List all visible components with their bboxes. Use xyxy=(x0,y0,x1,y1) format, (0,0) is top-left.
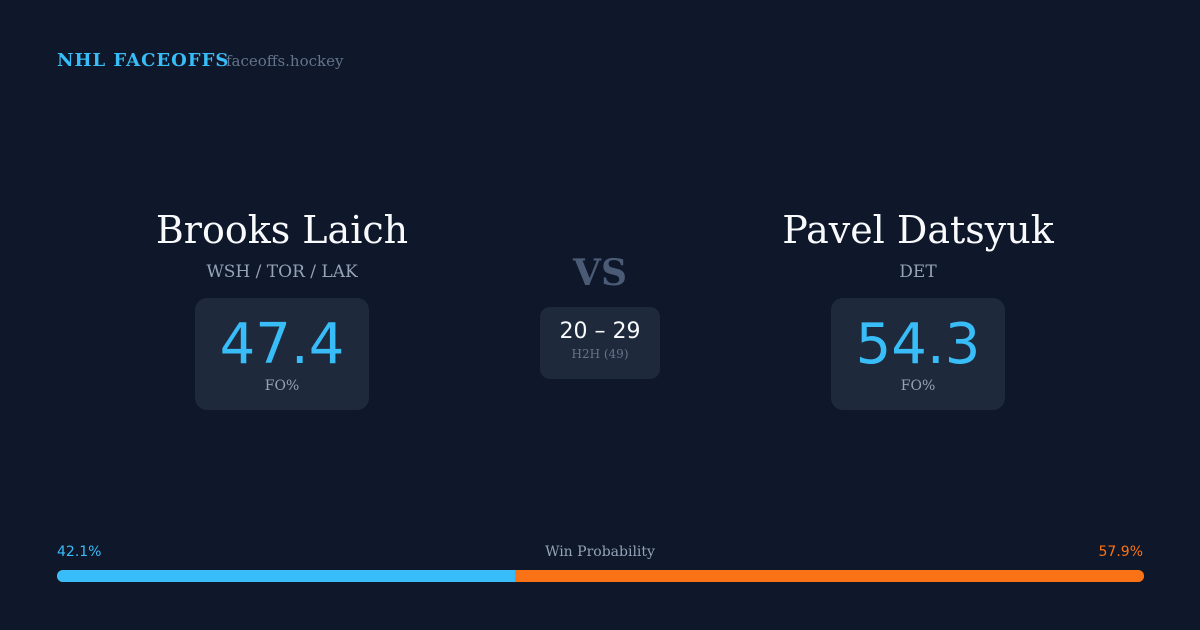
player-name: Brooks Laich xyxy=(155,208,409,252)
left-player: Brooks Laich WSH / TOR / LAK 47.4 FO% xyxy=(82,208,482,410)
fo-card: 54.3 FO% xyxy=(831,298,1005,410)
right-win-probability: 57.9% xyxy=(1098,544,1143,560)
h2h-card: 20 – 29 H2H (49) xyxy=(540,307,660,379)
fo-percentage: 54.3 xyxy=(855,312,981,377)
h2h-label: H2H (49) xyxy=(571,347,629,361)
player-name: Pavel Datsyuk xyxy=(782,208,1054,252)
right-probability-fill xyxy=(514,570,1144,582)
fo-label: FO% xyxy=(900,378,936,394)
h2h-score: 20 – 29 xyxy=(559,319,641,344)
vs-label: VS xyxy=(573,252,627,294)
win-probability-title: Win Probability xyxy=(545,544,655,560)
fo-percentage: 47.4 xyxy=(219,312,345,377)
site-url: faceoffs.hockey xyxy=(226,52,344,70)
player-teams: WSH / TOR / LAK xyxy=(206,262,358,282)
brand-title: NHL FACEOFFS xyxy=(57,50,230,71)
left-win-probability: 42.1% xyxy=(57,544,102,560)
fo-card: 47.4 FO% xyxy=(195,298,369,410)
fo-label: FO% xyxy=(264,378,300,394)
win-probability-bar xyxy=(57,570,1144,582)
left-probability-fill xyxy=(57,570,515,582)
right-player: Pavel Datsyuk DET 54.3 FO% xyxy=(718,208,1118,410)
player-teams: DET xyxy=(899,262,937,282)
